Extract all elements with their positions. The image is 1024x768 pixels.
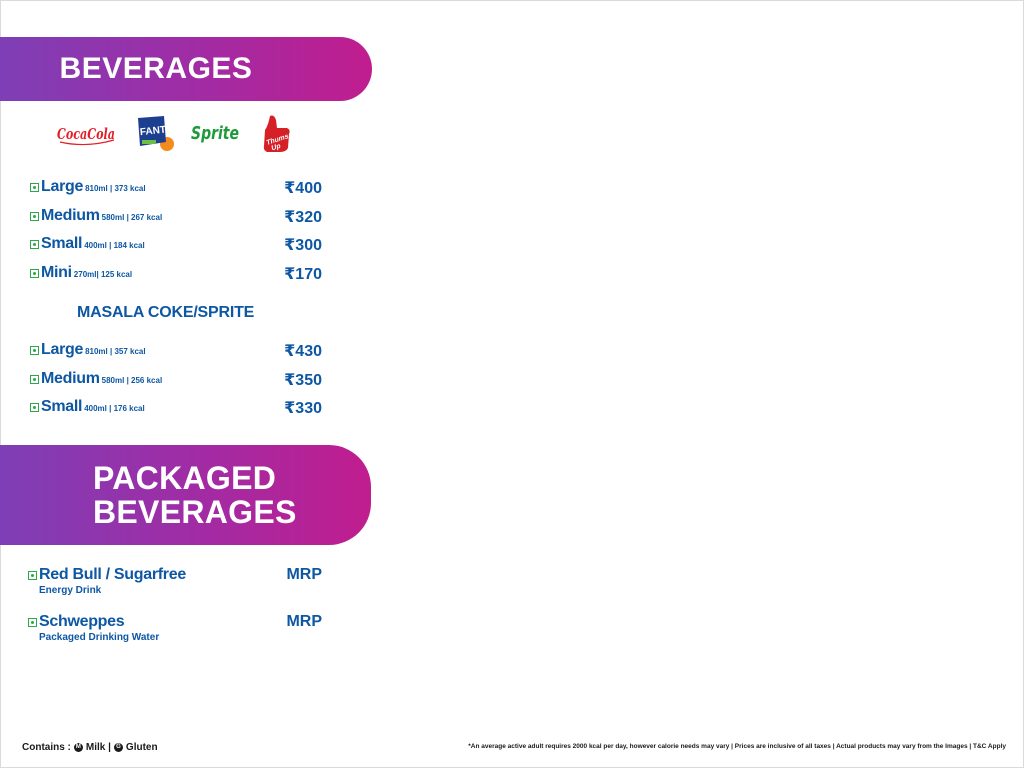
- item-price: ₹350: [284, 372, 322, 389]
- beverages-title: BEVERAGES: [59, 52, 253, 85]
- item-price: MRP: [286, 613, 322, 630]
- item-size: Mini: [41, 264, 72, 281]
- menu-item-mini: Mini 270ml| 125 kcal ₹170: [30, 264, 322, 286]
- packaged-beverages-banner: PACKAGED BEVERAGES: [0, 445, 371, 545]
- item-size: Large: [41, 178, 84, 195]
- item-price: ₹330: [284, 400, 322, 417]
- menu-item-masala-small: Small 400ml | 176 kcal ₹330: [30, 398, 322, 420]
- item-price: ₹170: [284, 266, 322, 283]
- item-price: ₹320: [284, 209, 322, 226]
- svg-text:Up: Up: [271, 143, 283, 153]
- menu-item-masala-large: Large 810ml | 357 kcal ₹430: [30, 341, 322, 363]
- item-size: Medium: [41, 207, 100, 224]
- veg-icon: [30, 240, 39, 249]
- thums-up-logo: Thums Up: [263, 115, 290, 153]
- item-meta: 810ml | 357 kcal: [85, 347, 146, 356]
- veg-icon: [28, 618, 37, 627]
- packaged-title: PACKAGED BEVERAGES: [93, 460, 297, 530]
- item-price: ₹300: [284, 237, 322, 254]
- contains-label: Contains :: [22, 742, 71, 753]
- item-price: ₹430: [284, 343, 322, 360]
- svg-text:FANTA: FANTA: [139, 124, 173, 138]
- menu-item-medium: Medium 580ml | 267 kcal ₹320: [30, 207, 322, 229]
- item-meta: 810ml | 373 kcal: [85, 184, 146, 193]
- brand-logos: CocaCola FANTA Sprite Thums Up: [56, 112, 296, 154]
- menu-item-masala-medium: Medium 580ml | 256 kcal ₹350: [30, 370, 322, 392]
- item-size: Large: [41, 341, 84, 358]
- item-price: ₹400: [284, 180, 322, 197]
- gluten-label: Gluten: [125, 742, 158, 753]
- veg-icon: [30, 269, 39, 278]
- item-name: Red Bull / Sugarfree: [39, 566, 186, 583]
- veg-icon: [30, 183, 39, 192]
- item-size: Small: [41, 235, 83, 252]
- item-size: Medium: [41, 370, 100, 387]
- item-meta: 270ml| 125 kcal: [73, 270, 133, 279]
- masala-subheading: MASALA COKE/SPRITE: [77, 304, 255, 321]
- sprite-logo: Sprite: [191, 123, 239, 144]
- item-price: MRP: [286, 566, 322, 583]
- item-description: Packaged Drinking Water: [39, 632, 160, 643]
- veg-icon: [30, 212, 39, 221]
- beverages-banner: BEVERAGES: [0, 37, 372, 101]
- milk-label: Milk |: [85, 742, 111, 753]
- menu-item-large: Large 810ml | 373 kcal ₹400: [30, 178, 322, 200]
- veg-icon: [30, 375, 39, 384]
- veg-icon: [28, 571, 37, 580]
- allergen-legend: Contains : M Milk | G Gluten: [22, 742, 158, 753]
- item-meta: 400ml | 176 kcal: [84, 404, 145, 413]
- item-size: Small: [41, 398, 83, 415]
- item-name: Schweppes: [39, 613, 125, 630]
- item-description: Energy Drink: [39, 585, 102, 596]
- veg-icon: [30, 346, 39, 355]
- item-meta: 580ml | 267 kcal: [101, 213, 163, 222]
- gluten-icon: G: [113, 743, 123, 752]
- fanta-logo: FANTA: [138, 116, 174, 151]
- svg-text:Sprite: Sprite: [191, 123, 239, 144]
- menu-item-small: Small 400ml | 184 kcal ₹300: [30, 235, 322, 257]
- coca-cola-logo: CocaCola: [57, 125, 115, 146]
- veg-icon: [30, 403, 39, 412]
- item-meta: 580ml | 256 kcal: [101, 376, 163, 385]
- item-meta: 400ml | 184 kcal: [84, 241, 145, 250]
- svg-text:CocaCola: CocaCola: [57, 125, 115, 143]
- milk-icon: M: [73, 743, 83, 752]
- disclaimer: *An average active adult requires 2000 k…: [468, 743, 1006, 750]
